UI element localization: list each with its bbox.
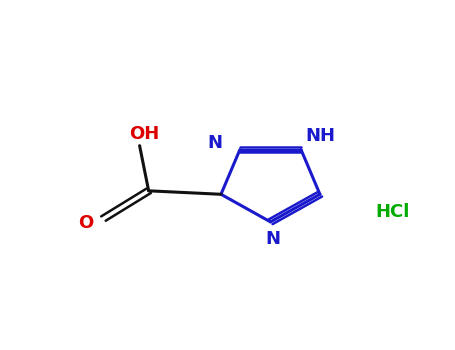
Text: N: N	[265, 230, 280, 247]
Text: O: O	[79, 214, 94, 232]
Text: OH: OH	[129, 125, 159, 142]
Text: HCl: HCl	[375, 203, 410, 220]
Text: N: N	[207, 134, 222, 152]
Text: NH: NH	[305, 127, 335, 146]
